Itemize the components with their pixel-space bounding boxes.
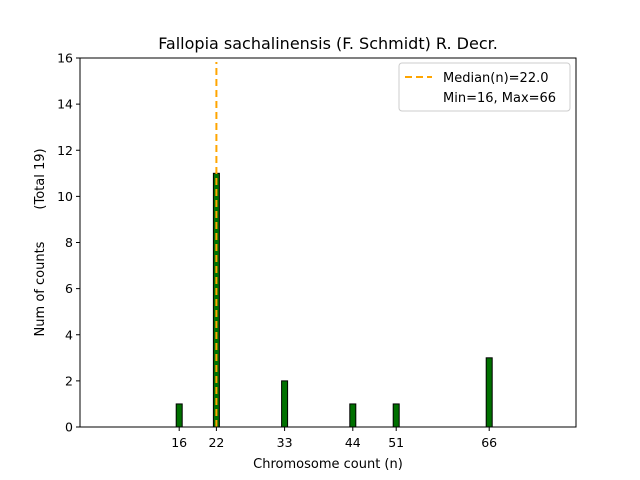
y-tick-label-14: 14 — [57, 97, 73, 112]
legend-box — [398, 62, 571, 112]
x-tick-label-66: 66 — [481, 435, 497, 450]
bars-group — [175, 172, 493, 428]
x-tick-label-33: 33 — [277, 435, 293, 450]
y-tick-label-6: 6 — [65, 281, 73, 296]
bar-51 — [392, 403, 400, 428]
x-axis-label: Chromosome count (n) — [253, 457, 403, 472]
y-tick-label-12: 12 — [57, 143, 73, 158]
y-tick-label-10: 10 — [57, 189, 73, 204]
y-tick-label-2: 2 — [65, 373, 73, 388]
x-tick-label-44: 44 — [345, 435, 361, 450]
y-axis-label: Num of counts — [33, 241, 48, 336]
bar-66 — [485, 357, 493, 428]
x-tick-label-51: 51 — [388, 435, 404, 450]
plot-frame — [79, 57, 577, 428]
y-tick-label-8: 8 — [65, 235, 73, 250]
y-axis-ticks: 0 2 4 6 8 10 12 14 16 — [57, 51, 80, 435]
legend: Median(n)=22.0 Min=16, Max=66 — [398, 62, 571, 112]
y-tick-label-0: 0 — [65, 420, 73, 435]
bar-33 — [281, 380, 289, 428]
y-tick-label-4: 4 — [65, 327, 73, 342]
x-axis-ticks: 16 22 33 44 51 66 — [171, 427, 497, 450]
legend-median-label: Median(n)=22.0 — [443, 71, 549, 86]
y-axis-total-label: (Total 19) — [33, 148, 48, 209]
y-tick-label-16: 16 — [57, 51, 73, 66]
chart-title: Fallopia sachalinensis (F. Schmidt) R. D… — [158, 34, 498, 53]
x-tick-label-22: 22 — [208, 435, 224, 450]
bar-44 — [349, 403, 357, 428]
legend-range-label: Min=16, Max=66 — [443, 91, 556, 106]
bar-16 — [175, 403, 183, 428]
x-tick-label-16: 16 — [171, 435, 187, 450]
